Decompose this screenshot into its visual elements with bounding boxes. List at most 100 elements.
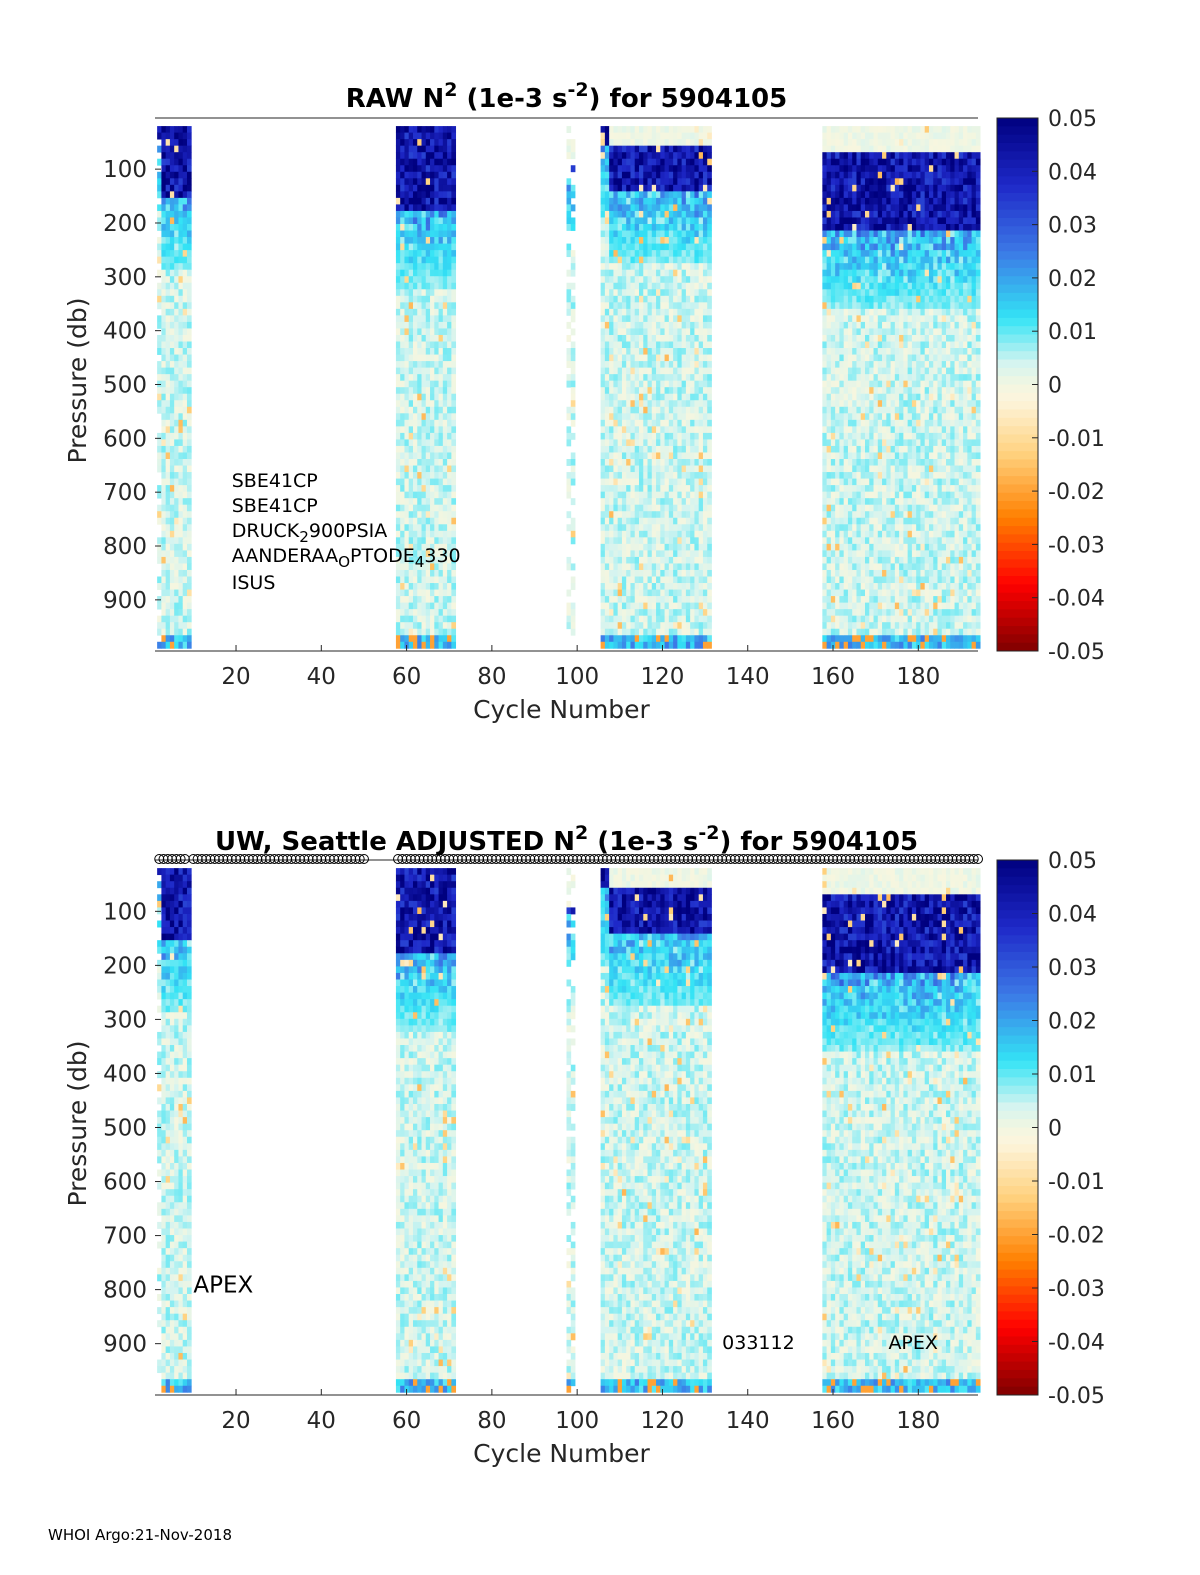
heatmap-cell <box>702 511 708 519</box>
heatmap-cell <box>626 256 631 264</box>
heatmap-cell <box>408 334 414 342</box>
heatmap-cell <box>174 354 179 362</box>
heatmap-cell <box>839 406 845 414</box>
heatmap-cell <box>161 341 167 349</box>
heatmap-cell <box>869 602 874 610</box>
heatmap-cell <box>425 602 431 610</box>
heatmap-cell <box>647 263 653 271</box>
heatmap-cell <box>617 426 623 434</box>
heatmap-cell <box>626 530 631 538</box>
heatmap-cell <box>643 367 648 375</box>
heatmap-cell <box>421 250 427 258</box>
heatmap-cell <box>630 348 636 355</box>
heatmap-cell <box>613 628 619 636</box>
heatmap-cell <box>656 485 661 493</box>
heatmap-cell <box>847 452 853 460</box>
heatmap-cell <box>869 250 874 258</box>
heatmap-cell <box>613 472 619 479</box>
heatmap-cell <box>174 204 179 212</box>
heatmap-cell <box>869 367 874 375</box>
heatmap-cell <box>404 609 410 617</box>
heatmap-cell <box>856 459 862 466</box>
heatmap-cell <box>165 524 171 532</box>
heatmap-cell <box>685 387 691 395</box>
heatmap-cell <box>451 569 457 577</box>
heatmap-cell <box>869 210 874 218</box>
heatmap-cell <box>852 171 857 179</box>
heatmap-cell <box>621 426 627 434</box>
heatmap-cell <box>690 321 695 329</box>
heatmap-cell <box>681 400 687 408</box>
heatmap-cell <box>839 328 845 336</box>
heatmap-cell <box>447 478 452 486</box>
heatmap-cell <box>447 615 452 623</box>
heatmap-cell <box>856 543 862 551</box>
heatmap-cell <box>442 276 448 284</box>
heatmap-cell <box>873 524 879 532</box>
heatmap-cell <box>856 524 862 532</box>
heatmap-cell <box>681 472 687 479</box>
heatmap-cell <box>668 465 674 473</box>
heatmap-cell <box>677 243 683 251</box>
heatmap-cell <box>404 628 410 636</box>
heatmap-cell <box>651 432 657 440</box>
heatmap-cell <box>434 289 439 297</box>
heatmap-cell <box>638 237 644 244</box>
heatmap-cell <box>660 139 665 147</box>
heatmap-cell <box>430 367 435 375</box>
heatmap-cell <box>660 452 665 460</box>
heatmap-cell <box>634 426 640 434</box>
heatmap-cell <box>830 465 836 473</box>
heatmap-cell <box>826 393 832 401</box>
heatmap-cell <box>847 334 853 342</box>
heatmap-cell <box>869 498 874 506</box>
heatmap-cell <box>174 393 179 401</box>
heatmap-cell <box>169 387 175 395</box>
heatmap-cell <box>630 276 636 284</box>
heatmap-cell <box>400 478 405 486</box>
heatmap-cell <box>174 184 179 192</box>
heatmap-cell <box>664 380 670 388</box>
heatmap-cell <box>651 374 657 382</box>
heatmap-cell <box>638 530 644 538</box>
heatmap-cell <box>643 641 648 649</box>
heatmap-cell <box>856 132 862 140</box>
heatmap-cell <box>681 628 687 636</box>
heatmap-cell <box>617 191 623 199</box>
heatmap-cell <box>843 524 849 532</box>
heatmap-cell <box>400 276 405 284</box>
heatmap-cell <box>404 250 410 258</box>
heatmap-cell <box>707 178 712 186</box>
heatmap-cell <box>690 622 695 630</box>
heatmap-cell <box>694 491 700 499</box>
heatmap-cell <box>438 132 444 140</box>
heatmap-cell <box>660 223 665 231</box>
heatmap-cell <box>860 230 866 238</box>
heatmap-cell <box>566 295 572 303</box>
heatmap-cell <box>421 276 427 284</box>
heatmap-cell <box>174 217 179 225</box>
heatmap-cell <box>161 615 167 623</box>
heatmap-cell <box>822 210 828 218</box>
heatmap-cell <box>434 622 439 630</box>
heatmap-cell <box>434 445 439 453</box>
heatmap-cell <box>566 354 572 362</box>
heatmap-cell <box>447 152 452 160</box>
heatmap-cell <box>395 334 401 342</box>
heatmap-cell <box>157 622 162 630</box>
heatmap-cell <box>702 406 708 414</box>
heatmap-cell <box>873 321 879 329</box>
heatmap-cell <box>638 543 644 551</box>
heatmap-cell <box>660 576 665 584</box>
heatmap-cell <box>400 126 405 134</box>
heatmap-cell <box>430 171 435 179</box>
heatmap-cell <box>839 250 845 258</box>
heatmap-cell <box>421 289 427 297</box>
heatmap-cell <box>651 576 657 584</box>
heatmap-cell <box>822 393 828 401</box>
heatmap-cell <box>174 210 179 218</box>
heatmap-cell <box>421 145 427 153</box>
heatmap-cell <box>570 315 576 323</box>
heatmap-cell <box>835 145 840 153</box>
heatmap-cell <box>822 543 828 551</box>
